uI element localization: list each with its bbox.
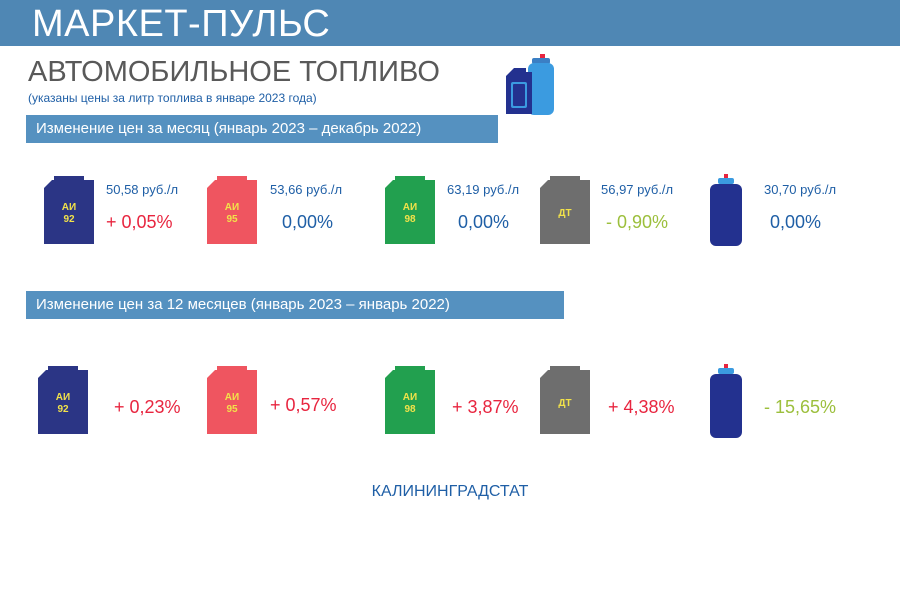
- fuel-canister-icon: АИ 98: [385, 176, 435, 244]
- svg-text:АИ: АИ: [225, 202, 239, 213]
- yearly-change-dt: + 4,38%: [608, 397, 675, 417]
- fuel-canister-icon: АИ 92: [44, 176, 94, 244]
- yearly-change-gas: - 15,65%: [764, 397, 837, 417]
- svg-text:АИ: АИ: [403, 392, 417, 403]
- svg-text:ДТ: ДТ: [558, 398, 571, 409]
- svg-text:98: 98: [404, 214, 416, 225]
- monthly-change-ai98: 0,00%: [458, 212, 510, 232]
- svg-text:92: 92: [63, 214, 75, 225]
- fuel-canister-icon: АИ 95: [207, 176, 257, 244]
- svg-text:95: 95: [226, 214, 238, 225]
- svg-text:АИ: АИ: [403, 202, 417, 213]
- page-subtitle: (указаны цены за литр топлива в январе 2…: [28, 91, 317, 105]
- fuel-canister-icon: ДТ: [540, 366, 590, 434]
- fuel-canister-icon: АИ 95: [207, 366, 257, 434]
- price-ai98: 63,19 руб./л: [447, 182, 520, 197]
- price-ai95: 53,66 руб./л: [270, 182, 343, 197]
- yearly-section-heading: Изменение цен за 12 месяцев (январь 2023…: [26, 291, 564, 319]
- header-bar: МАРКЕТ-ПУЛЬС: [0, 0, 900, 46]
- yearly-change-ai92: + 0,23%: [114, 397, 181, 417]
- svg-text:АИ: АИ: [225, 392, 239, 403]
- yearly-change-ai98: + 3,87%: [452, 397, 519, 417]
- monthly-change-ai92: + 0,05%: [106, 212, 173, 232]
- price-gas: 30,70 руб./л: [764, 182, 837, 197]
- gas-cylinder-icon: [710, 174, 742, 246]
- page-title: АВТОМОБИЛЬНОЕ ТОПЛИВО: [28, 56, 440, 88]
- fuel-canister-icon: АИ 92: [38, 366, 88, 434]
- price-ai92: 50,58 руб./л: [106, 182, 179, 197]
- monthly-change-gas: 0,00%: [770, 212, 822, 232]
- svg-text:АИ: АИ: [62, 202, 76, 213]
- yearly-change-ai95: + 0,57%: [270, 395, 337, 415]
- monthly-change-ai95: 0,00%: [282, 212, 334, 232]
- svg-text:92: 92: [57, 404, 69, 415]
- fuel-canister-icon: АИ 98: [385, 366, 435, 434]
- brand-title: МАРКЕТ-ПУЛЬС: [32, 3, 331, 45]
- svg-text:ДТ: ДТ: [558, 208, 571, 219]
- svg-text:98: 98: [404, 404, 416, 415]
- monthly-change-dt: - 0,90%: [606, 212, 669, 232]
- gas-cylinder-icon: [710, 364, 742, 438]
- svg-text:АИ: АИ: [56, 392, 70, 403]
- monthly-section-heading: Изменение цен за месяц (январь 2023 – де…: [26, 115, 498, 143]
- fuel-and-gas-icon: [506, 54, 554, 115]
- price-dt: 56,97 руб./л: [601, 182, 674, 197]
- fuel-canister-icon: ДТ: [540, 176, 590, 244]
- svg-text:95: 95: [226, 404, 238, 415]
- footer-organization: КАЛИНИНГРАДСТАТ: [371, 483, 529, 500]
